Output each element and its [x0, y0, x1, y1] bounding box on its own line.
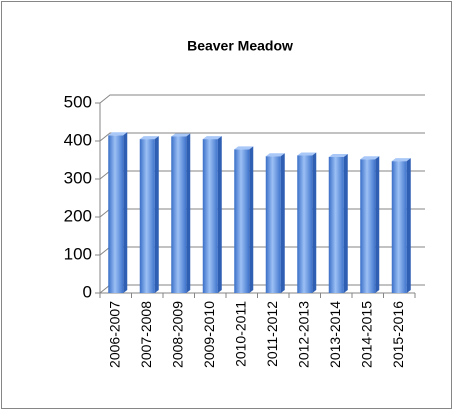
x-tick-label: 2010-2011	[232, 301, 248, 367]
bar-side	[406, 158, 411, 293]
y-tick-label: 500	[64, 92, 92, 111]
x-tick-label: 2009-2010	[201, 301, 217, 368]
bar-top	[297, 152, 317, 156]
bar-side	[123, 132, 128, 293]
bar-top	[171, 133, 191, 137]
bar-top	[391, 158, 411, 162]
chart-title: Beaver Meadow	[187, 38, 293, 54]
bar-side	[186, 133, 191, 293]
bar	[265, 156, 281, 293]
bar	[297, 155, 313, 293]
x-tick-label: 2012-2013	[295, 301, 311, 368]
bar-side	[280, 153, 285, 293]
y-tick-label: 100	[64, 244, 92, 263]
bar-side	[249, 146, 254, 293]
x-tick-label: 2007-2008	[138, 301, 154, 368]
bar-top	[139, 136, 159, 140]
bar-side	[375, 156, 380, 293]
bar-side	[312, 152, 317, 293]
bar	[360, 159, 376, 293]
bar-top	[234, 146, 254, 150]
bar-side	[154, 136, 159, 293]
y-tick-label: 200	[64, 206, 92, 225]
bar	[234, 149, 250, 293]
grid-line	[99, 132, 425, 142]
x-tick-label: 2015-2016	[390, 301, 406, 368]
bar	[328, 156, 344, 293]
x-tick-label: 2008-2009	[169, 301, 185, 368]
y-tick-label: 400	[64, 130, 92, 149]
x-tick-label: 2011-2012	[264, 301, 280, 367]
bar-side	[343, 153, 348, 293]
bar-top	[202, 136, 222, 140]
bar-top	[360, 156, 380, 160]
bar-top	[328, 153, 348, 157]
bar	[108, 135, 124, 293]
bar-side	[217, 136, 222, 293]
grid-line	[99, 94, 425, 104]
y-tick-label: 300	[64, 168, 92, 187]
bar	[391, 161, 407, 293]
bar-top	[108, 132, 128, 136]
x-tick-label: 2006-2007	[106, 301, 122, 368]
x-tick-label: 2013-2014	[327, 301, 343, 368]
bar	[139, 139, 155, 293]
bar	[202, 139, 218, 293]
y-tick-label: 0	[83, 282, 92, 301]
x-tick-label: 2014-2015	[358, 301, 374, 368]
bar-top	[265, 153, 285, 157]
chart-frame	[1, 1, 452, 409]
bar	[171, 136, 187, 293]
